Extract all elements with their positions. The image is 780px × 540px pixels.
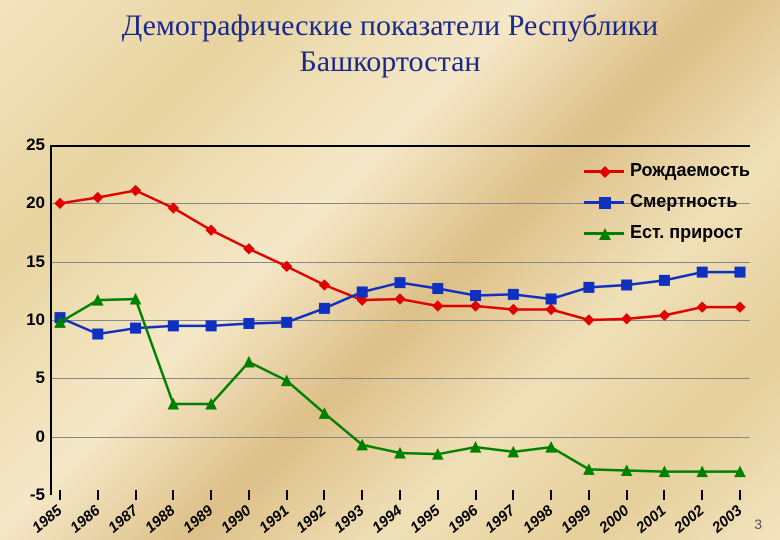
x-tick-label: 2002: [671, 502, 707, 536]
series-marker: [131, 186, 141, 196]
series-marker: [659, 275, 669, 285]
series-marker: [244, 357, 254, 367]
legend-label: Ест. прирост: [630, 222, 743, 243]
y-tick-label: 5: [36, 368, 45, 388]
legend-label: Смертность: [630, 191, 737, 212]
series-marker: [508, 305, 518, 315]
series-marker: [357, 287, 367, 297]
series-marker: [93, 329, 103, 339]
series-marker: [282, 317, 292, 327]
x-tick-label: 1986: [67, 502, 103, 536]
legend: Рождаемость Смертность Ест. прирост: [584, 160, 750, 253]
series-marker: [584, 315, 594, 325]
series-marker: [55, 198, 65, 208]
legend-marker: [584, 225, 624, 241]
x-tick-label: 1998: [520, 502, 556, 536]
series-marker: [508, 289, 518, 299]
series-line: [60, 299, 740, 472]
y-tick-label: 10: [26, 310, 45, 330]
x-tick-label: 2001: [633, 502, 669, 536]
x-tick-label: 1999: [558, 502, 594, 536]
x-tick-label: 1989: [180, 502, 216, 536]
series-marker: [93, 193, 103, 203]
x-tick-label: 1992: [293, 502, 329, 536]
series-marker: [697, 267, 707, 277]
series-marker: [168, 321, 178, 331]
series-marker: [131, 323, 141, 333]
legend-item: Смертность: [584, 191, 750, 212]
x-tick-label: 1987: [105, 502, 141, 536]
series-marker: [319, 303, 329, 313]
x-tick-label: 1994: [369, 502, 405, 536]
x-tick-label: 1995: [407, 502, 443, 536]
series-marker: [471, 291, 481, 301]
y-tick-label: 0: [36, 427, 45, 447]
series-marker: [546, 305, 556, 315]
x-tick-label: 1997: [482, 502, 518, 536]
x-tick-label: 1991: [256, 502, 292, 536]
series-marker: [546, 294, 556, 304]
series-marker: [622, 314, 632, 324]
series-marker: [282, 261, 292, 271]
series-marker: [395, 294, 405, 304]
chart-title: Демографические показатели Республики Ба…: [0, 0, 780, 80]
x-tick-label: 1985: [29, 502, 65, 536]
series-marker: [244, 319, 254, 329]
series-marker: [282, 376, 292, 386]
legend-marker: [584, 194, 624, 210]
legend-item: Рождаемость: [584, 160, 750, 181]
y-tick-label: 20: [26, 193, 45, 213]
x-tick-label: 2003: [709, 502, 745, 536]
title-line-2: Башкортостан: [300, 45, 481, 78]
series-marker: [659, 310, 669, 320]
series-marker: [319, 280, 329, 290]
series-marker: [206, 321, 216, 331]
legend-item: Ест. прирост: [584, 222, 750, 243]
title-line-1: Демографические показатели Республики: [122, 9, 658, 42]
x-tick-label: 1990: [218, 502, 254, 536]
y-tick-label: -5: [30, 485, 45, 505]
y-tick-label: 15: [26, 252, 45, 272]
x-tick-label: 2000: [596, 502, 632, 536]
series-marker: [244, 244, 254, 254]
series-marker: [471, 301, 481, 311]
series-marker: [697, 302, 707, 312]
series-marker: [395, 278, 405, 288]
series-marker: [622, 280, 632, 290]
legend-marker: [584, 163, 624, 179]
series-marker: [433, 301, 443, 311]
series-marker: [584, 282, 594, 292]
slide-number: 3: [754, 516, 762, 532]
x-tick-label: 1988: [142, 502, 178, 536]
x-tick-label: 1993: [331, 502, 367, 536]
series-marker: [433, 284, 443, 294]
series-marker: [735, 302, 745, 312]
legend-label: Рождаемость: [630, 160, 750, 181]
series-marker: [735, 267, 745, 277]
x-tick-label: 1996: [445, 502, 481, 536]
y-tick-label: 25: [26, 135, 45, 155]
